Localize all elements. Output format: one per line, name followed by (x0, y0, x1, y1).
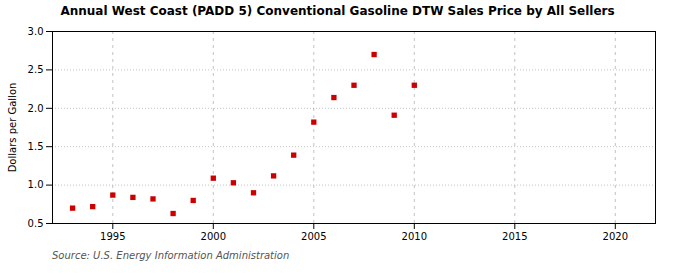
svg-text:2000: 2000 (201, 231, 226, 242)
svg-text:1.0: 1.0 (28, 179, 44, 190)
svg-text:0.5: 0.5 (28, 218, 44, 229)
svg-text:3.0: 3.0 (28, 26, 44, 37)
svg-text:1.5: 1.5 (28, 141, 44, 152)
svg-text:2.0: 2.0 (28, 103, 44, 114)
svg-text:Dollars per Gallon: Dollars per Gallon (7, 83, 18, 173)
svg-text:2010: 2010 (402, 231, 427, 242)
html-text:Source: U.S. Energy Informatio: Source: U.S. Energy Information Administ… (52, 250, 290, 261)
svg-text:2020: 2020 (603, 231, 628, 242)
svg-text:2.5: 2.5 (28, 64, 44, 75)
svg-text:1995: 1995 (100, 231, 125, 242)
svg-text:2005: 2005 (301, 231, 326, 242)
svg-text:2015: 2015 (502, 231, 527, 242)
html-text:Annual West Coast (PADD 5) Con: Annual West Coast (PADD 5) Conventional … (60, 4, 615, 18)
